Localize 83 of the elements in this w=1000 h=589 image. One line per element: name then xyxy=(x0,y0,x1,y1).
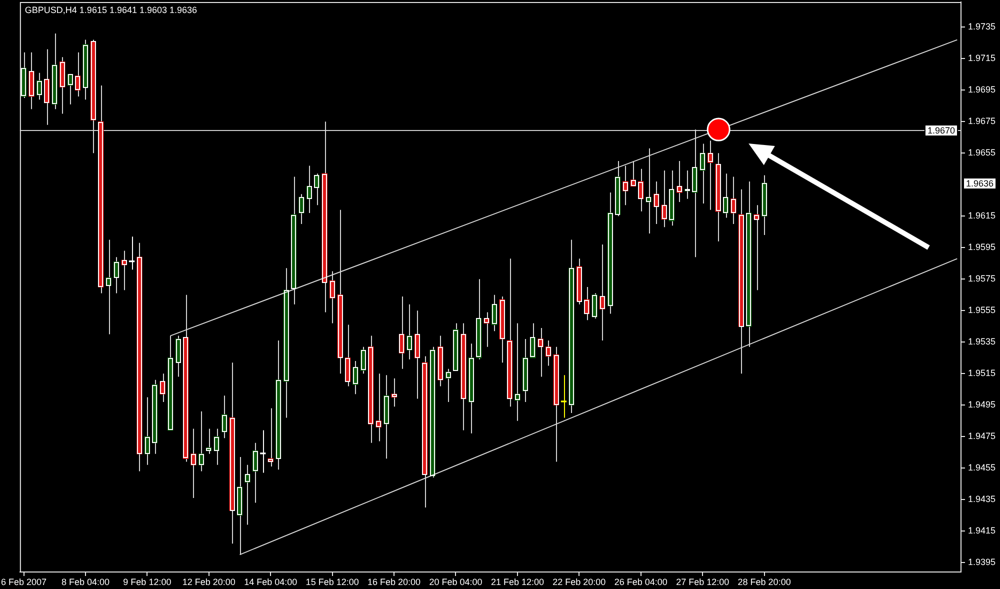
candlestick xyxy=(329,270,336,324)
candlestick xyxy=(391,378,397,408)
candlestick xyxy=(398,296,405,370)
candlestick xyxy=(352,360,358,395)
y-tick-label: 1.9455 xyxy=(968,462,996,473)
candlestick xyxy=(584,286,590,321)
candlestick xyxy=(252,442,258,504)
chart-title: GBPUSD,H4 1.9615 1.9641 1.9603 1.9636 xyxy=(24,4,198,15)
y-tick-label: 1.9655 xyxy=(968,148,996,158)
y-tick-label: 1.9555 xyxy=(968,305,996,316)
x-tick-label: 20 Feb 04:00 xyxy=(429,576,482,587)
candlestick xyxy=(121,250,127,291)
candlestick xyxy=(722,173,729,218)
candlestick xyxy=(74,52,81,97)
y-tick-label: 1.9715 xyxy=(968,53,996,64)
y-tick-label: 1.9615 xyxy=(968,210,996,221)
annotation: 1.9636 xyxy=(966,178,994,188)
candlestick xyxy=(190,428,196,498)
candlestick xyxy=(360,346,366,374)
x-tick-label: 28 Feb 20:00 xyxy=(738,576,791,587)
x-tick-label: 15 Feb 12:00 xyxy=(306,576,359,587)
x-tick-label: 14 Feb 04:00 xyxy=(244,576,298,587)
candlestick xyxy=(630,160,636,187)
x-tick-label: 9 Feb 12:00 xyxy=(123,576,172,587)
candlestick xyxy=(622,165,628,206)
y-tick-label: 1.9675 xyxy=(968,116,996,126)
candlestick xyxy=(198,410,204,472)
candlestick xyxy=(661,170,667,228)
candlestick xyxy=(67,74,73,105)
candlestick xyxy=(646,148,652,234)
x-tick-label: 16 Feb 20:00 xyxy=(368,576,421,587)
y-tick-label: 1.9395 xyxy=(968,557,996,568)
y-tick-label: 1.9515 xyxy=(968,368,996,378)
x-tick-label: 21 Feb 12:00 xyxy=(490,576,544,587)
y-tick-label: 1.9535 xyxy=(968,336,996,347)
candlestick xyxy=(491,294,498,332)
y-tick-label: 1.9495 xyxy=(968,400,996,410)
x-tick-label: 8 Feb 04:00 xyxy=(61,576,110,587)
candlestick xyxy=(707,140,714,210)
candlestick xyxy=(560,374,567,418)
ref-line-label: 1.9670 xyxy=(927,125,956,136)
candlestick xyxy=(530,322,536,358)
candlestick xyxy=(406,304,412,360)
candlestick xyxy=(36,72,42,100)
candlestick xyxy=(484,312,490,348)
candlestick xyxy=(298,194,304,225)
y-tick-label: 1.9575 xyxy=(968,274,996,284)
candlestick xyxy=(638,168,644,212)
candlestick xyxy=(514,322,520,422)
candlestick xyxy=(700,143,706,204)
candlestick xyxy=(144,396,150,466)
candlestick xyxy=(306,165,312,214)
y-tick-label: 1.9435 xyxy=(968,494,996,504)
candlestick xyxy=(214,428,220,466)
candlestick xyxy=(445,368,451,402)
y-tick-label: 1.9415 xyxy=(968,526,996,536)
x-tick-label: 27 Feb 12:00 xyxy=(676,576,730,587)
candlestick xyxy=(268,408,274,468)
candlestick xyxy=(244,464,250,526)
candlestick xyxy=(538,327,544,378)
candlestick xyxy=(592,292,598,319)
y-tick-label: 1.9475 xyxy=(968,431,996,442)
candlestick xyxy=(222,395,228,439)
candlestick xyxy=(114,256,120,294)
y-tick-label: 1.9735 xyxy=(968,22,996,32)
x-tick-label: 12 Feb 20:00 xyxy=(182,576,236,587)
candlestick xyxy=(206,428,212,454)
candlestick xyxy=(599,244,606,342)
x-tick-label: 26 Feb 04:00 xyxy=(614,576,668,587)
candlestick xyxy=(545,340,552,366)
candlestick xyxy=(106,239,112,335)
candlestick xyxy=(684,170,690,200)
candlestick xyxy=(653,181,660,225)
candlestick xyxy=(730,176,736,225)
candlestick xyxy=(376,373,382,442)
candlestick xyxy=(314,173,320,206)
y-tick-label: 1.9595 xyxy=(968,242,996,252)
candlestick xyxy=(160,373,166,402)
y-tick-label: 1.9695 xyxy=(968,84,996,95)
x-tick-label: 6 Feb 2007 xyxy=(1,576,47,587)
candlestick xyxy=(676,160,682,202)
x-tick-label: 22 Feb 20:00 xyxy=(552,576,606,587)
candlestick xyxy=(754,204,760,291)
